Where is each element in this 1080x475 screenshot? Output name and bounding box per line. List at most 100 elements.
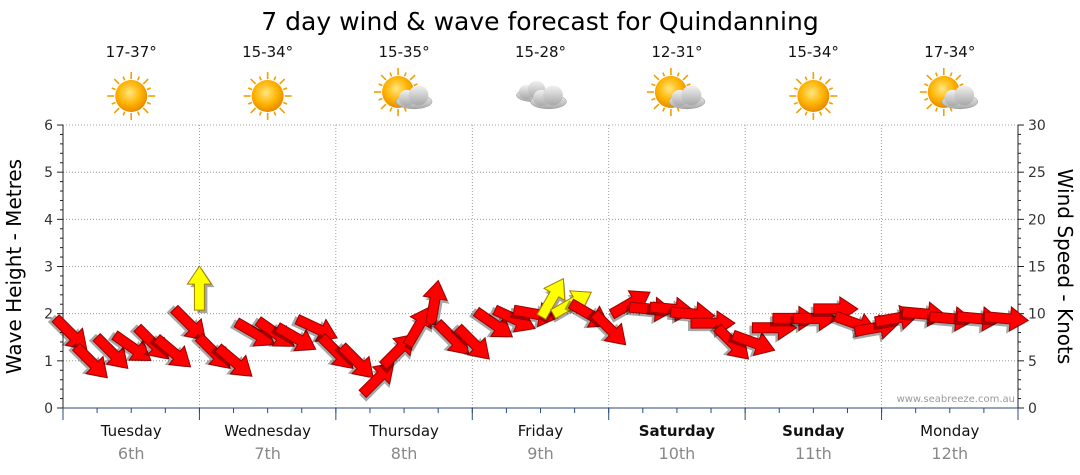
sun-ray — [651, 97, 656, 101]
wind-arrow — [358, 362, 395, 402]
wind-arrow — [898, 301, 948, 329]
chart-title: 7 day wind & wave forecast for Quindanni… — [261, 7, 818, 36]
sun-ray — [279, 107, 286, 114]
sun-ray — [142, 78, 149, 85]
sun-disc — [115, 80, 148, 112]
right-tick-label: 30 — [1028, 118, 1046, 134]
partly-cloudy-icon — [374, 68, 433, 116]
arrow-body — [71, 342, 108, 379]
left-tick-label: 4 — [44, 212, 53, 228]
sun-ray — [662, 72, 666, 77]
arrow-body — [358, 362, 395, 399]
sun-ray — [676, 107, 680, 112]
wind-arrow — [402, 306, 433, 352]
axes: 0 1 2 3 4 5 6 0 5 10 15 20 25 30 — [44, 118, 1046, 420]
grid-lines — [63, 124, 1018, 408]
sun-ray — [686, 83, 691, 87]
wind-arrow — [980, 305, 1030, 334]
sun-ray — [793, 101, 798, 105]
right-tick-label: 5 — [1028, 354, 1037, 370]
sun-ray — [389, 72, 393, 77]
wind-arrows — [47, 265, 1030, 402]
sun-disc — [251, 80, 284, 112]
sun-ray — [142, 107, 149, 114]
cloud-puff — [408, 85, 429, 106]
sun-ray — [403, 107, 407, 112]
wind-arrow — [88, 333, 129, 370]
sun-ray — [662, 107, 666, 112]
sun-ray — [380, 74, 387, 81]
left-tick-label: 2 — [44, 307, 53, 323]
sun-ray — [959, 83, 964, 87]
left-tick-label: 6 — [44, 118, 53, 134]
sun-ray — [935, 107, 939, 112]
sun-ray — [389, 107, 393, 112]
sun-ray — [955, 74, 962, 81]
cloud-puff — [954, 85, 975, 106]
sun-ray — [258, 76, 262, 81]
sun-ray — [247, 87, 253, 91]
temp-range: 15-34° — [788, 43, 839, 61]
arrow-body — [92, 333, 129, 370]
arrow-body — [214, 343, 253, 377]
temp-range: 15-28° — [515, 43, 566, 61]
wind-arrow — [586, 309, 627, 346]
right-tick-label: 20 — [1028, 212, 1046, 228]
day-label: Monday — [920, 422, 979, 440]
cloudy-icon — [516, 80, 567, 110]
day-label: Sunday — [782, 422, 845, 440]
arrow-body — [186, 265, 213, 311]
right-axis-label: Wind Speed - Knots — [1053, 169, 1077, 365]
wind-arrow — [450, 323, 490, 360]
sun-ray — [651, 83, 656, 87]
sun-ray — [136, 111, 140, 116]
sun-ray — [819, 76, 823, 81]
cloud-puff — [681, 85, 702, 106]
partly-cloudy-icon — [646, 68, 706, 116]
day-label: Wednesday — [224, 422, 311, 440]
sun-ray — [682, 74, 689, 81]
sun-ray — [924, 97, 929, 101]
sun-ray — [935, 72, 939, 77]
wind-arrow — [422, 279, 450, 329]
sun-ray — [824, 107, 831, 114]
sunny-icon — [107, 72, 156, 120]
sun-ray — [804, 76, 808, 81]
day-label: Saturday — [639, 422, 716, 440]
arrow-body — [170, 304, 207, 341]
arrow-body — [402, 306, 432, 349]
wind-arrow-highlight — [536, 277, 566, 324]
sun-ray — [653, 103, 660, 110]
sun-ray — [283, 101, 288, 105]
sun-ray — [111, 87, 116, 91]
date-label: 6th — [118, 444, 145, 463]
sun-ray — [273, 111, 277, 116]
date-label: 7th — [254, 444, 281, 463]
arrow-body — [337, 342, 374, 379]
wind-arrow — [166, 304, 207, 341]
arrow-body — [730, 329, 776, 357]
sun-ray — [824, 78, 831, 85]
sun-ray — [949, 107, 953, 112]
arrow-body — [536, 277, 566, 321]
day-label: Friday — [518, 422, 564, 440]
sun-ray — [146, 87, 151, 91]
date-label: 10th — [659, 444, 696, 463]
sun-ray — [273, 76, 277, 81]
temp-range: 17-34° — [924, 43, 975, 61]
x-axis-labels: Tuesday 6th Wednesday 7th Thursday 8th Friday 9… — [100, 422, 980, 463]
sun-ray — [250, 107, 257, 114]
sunny-icon — [789, 72, 838, 120]
wind-arrow — [107, 330, 152, 362]
temp-range: 17-37° — [106, 43, 157, 61]
left-tick-label: 3 — [44, 260, 53, 276]
sun-ray — [653, 74, 660, 81]
wind-arrow — [270, 322, 317, 352]
date-label: 11th — [795, 444, 832, 463]
sun-ray — [413, 83, 418, 87]
date-label: 8th — [391, 444, 418, 463]
wind-arrow — [68, 342, 108, 379]
sun-ray — [409, 74, 416, 81]
right-tick-label: 15 — [1028, 260, 1046, 276]
